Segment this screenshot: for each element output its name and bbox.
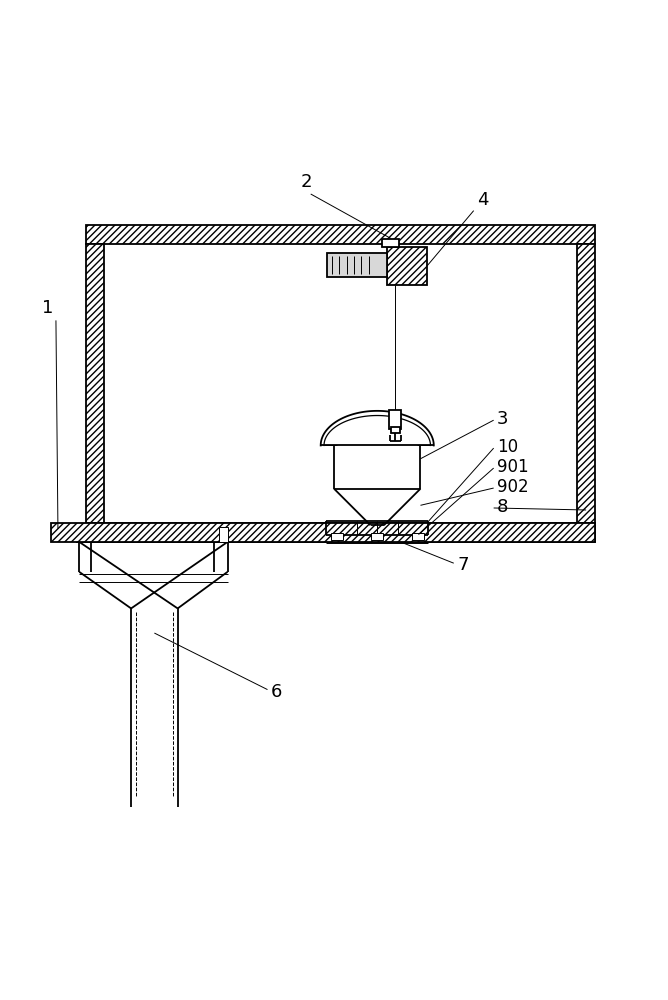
Bar bbox=[391, 427, 400, 433]
Bar bbox=[389, 410, 401, 429]
Bar bbox=[86, 523, 595, 542]
Bar bbox=[382, 239, 399, 247]
Bar bbox=[86, 225, 595, 244]
Bar bbox=[331, 533, 343, 540]
Bar bbox=[51, 523, 595, 542]
Bar bbox=[387, 247, 427, 285]
Bar bbox=[576, 244, 595, 523]
Text: 1: 1 bbox=[42, 299, 53, 317]
Text: 3: 3 bbox=[497, 410, 508, 428]
Text: 4: 4 bbox=[477, 191, 488, 209]
Text: 8: 8 bbox=[497, 498, 508, 516]
Bar bbox=[371, 533, 383, 540]
Text: 902: 902 bbox=[497, 478, 528, 496]
Text: 2: 2 bbox=[301, 173, 312, 191]
Text: 10: 10 bbox=[497, 438, 518, 456]
Bar bbox=[219, 527, 228, 542]
Text: 7: 7 bbox=[457, 556, 468, 574]
Bar bbox=[327, 253, 387, 277]
Bar bbox=[86, 244, 104, 523]
Bar bbox=[412, 533, 424, 540]
Text: 901: 901 bbox=[497, 458, 528, 476]
Text: 6: 6 bbox=[271, 683, 282, 701]
